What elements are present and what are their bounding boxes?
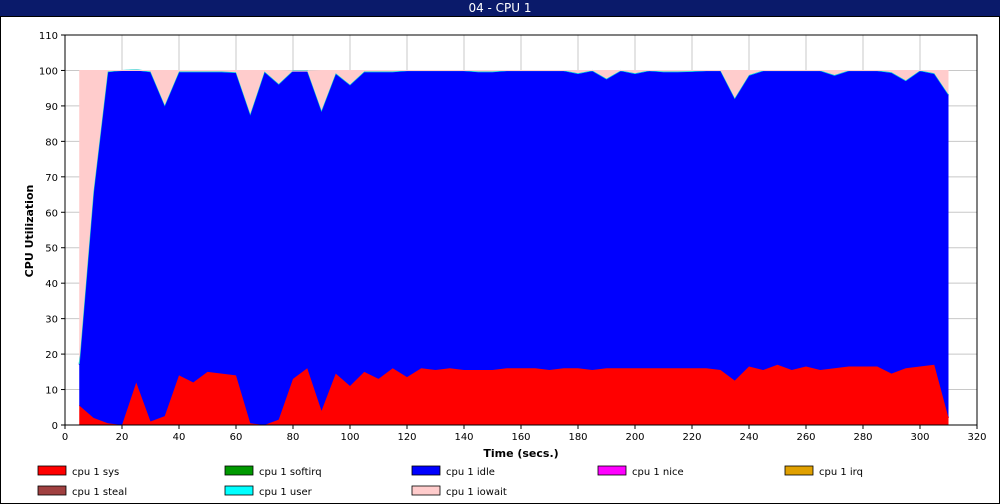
x-tick-label: 140 bbox=[454, 432, 473, 443]
legend-swatch-cpu-1-steal bbox=[37, 485, 67, 496]
y-tick-label: 100 bbox=[39, 66, 58, 77]
x-tick-label: 280 bbox=[853, 432, 872, 443]
x-tick-label: 200 bbox=[625, 432, 644, 443]
legend-label-cpu-1-irq: cpu 1 irq bbox=[819, 467, 863, 478]
legend-swatch-cpu-1-irq bbox=[784, 465, 814, 476]
area-cpu-1-sys bbox=[79, 364, 949, 425]
legend-swatch-cpu-1-idle bbox=[411, 465, 441, 476]
x-tick-label: 0 bbox=[62, 432, 68, 443]
y-tick-label: 110 bbox=[39, 31, 58, 42]
y-tick-label: 80 bbox=[45, 137, 58, 148]
y-tick-label: 0 bbox=[52, 421, 58, 432]
legend-label-cpu-1-nice: cpu 1 nice bbox=[632, 467, 684, 478]
x-tick-label: 160 bbox=[511, 432, 530, 443]
window-title: 04 - CPU 1 bbox=[0, 0, 1000, 16]
legend-swatch-cpu-1-iowait bbox=[411, 485, 441, 496]
legend-swatch-cpu-1-sys bbox=[37, 465, 67, 476]
legend-label-cpu-1-idle: cpu 1 idle bbox=[446, 467, 495, 478]
x-tick-label: 120 bbox=[397, 432, 416, 443]
x-tick-label: 300 bbox=[910, 432, 929, 443]
x-tick-label: 320 bbox=[967, 432, 986, 443]
x-tick-label: 100 bbox=[340, 432, 359, 443]
x-tick-label: 240 bbox=[739, 432, 758, 443]
legend-label-cpu-1-iowait: cpu 1 iowait bbox=[446, 487, 507, 498]
legend-swatch-cpu-1-nice bbox=[597, 465, 627, 476]
x-tick-label: 220 bbox=[682, 432, 701, 443]
line-cpu-1-iowait bbox=[79, 69, 949, 72]
x-tick-label: 20 bbox=[116, 432, 129, 443]
y-tick-label: 10 bbox=[45, 386, 58, 397]
y-tick-label: 40 bbox=[45, 279, 58, 290]
area-cpu-1-iowait bbox=[79, 69, 949, 365]
legend-swatch-cpu-1-user bbox=[224, 485, 254, 496]
y-tick-label: 90 bbox=[45, 102, 58, 113]
legend-swatch-cpu-1-softirq bbox=[224, 465, 254, 476]
x-tick-label: 40 bbox=[173, 432, 186, 443]
x-tick-label: 180 bbox=[568, 432, 587, 443]
y-tick-label: 50 bbox=[45, 244, 58, 255]
y-tick-label: 30 bbox=[45, 315, 58, 326]
x-tick-label: 80 bbox=[287, 432, 300, 443]
y-tick-label: 60 bbox=[45, 208, 58, 219]
legend-label-cpu-1-softirq: cpu 1 softirq bbox=[259, 467, 322, 478]
legend-label-cpu-1-steal: cpu 1 steal bbox=[72, 487, 127, 498]
y-axis-label: CPU Utilization bbox=[23, 185, 36, 278]
x-axis-label: Time (secs.) bbox=[483, 447, 558, 460]
legend-label-cpu-1-sys: cpu 1 sys bbox=[72, 467, 119, 478]
area-cpu-1-idle bbox=[79, 70, 949, 425]
y-tick-label: 20 bbox=[45, 350, 58, 361]
x-tick-label: 260 bbox=[796, 432, 815, 443]
legend-label-cpu-1-user: cpu 1 user bbox=[259, 487, 313, 498]
x-tick-label: 60 bbox=[230, 432, 243, 443]
y-tick-label: 70 bbox=[45, 173, 58, 184]
